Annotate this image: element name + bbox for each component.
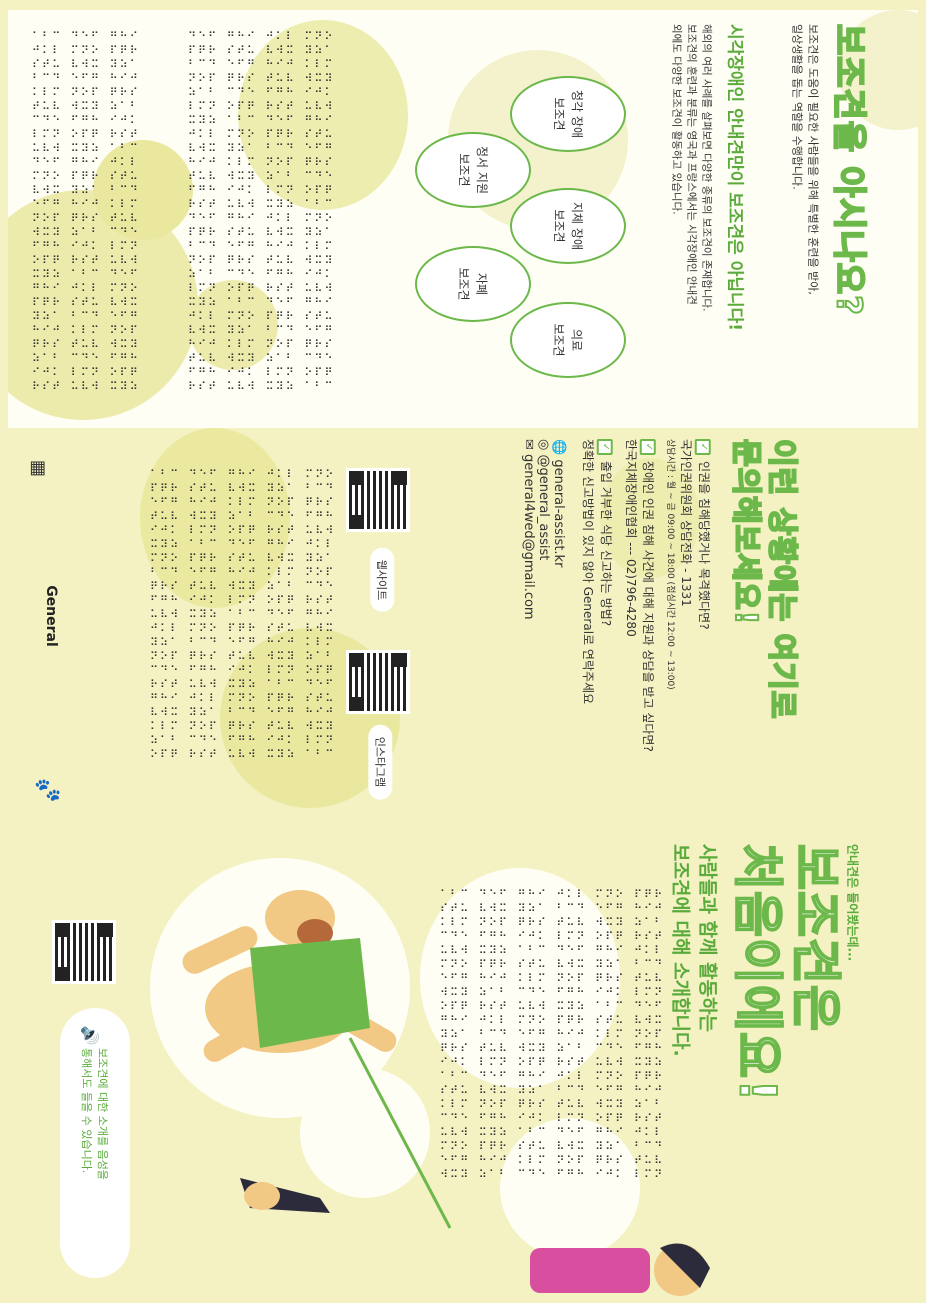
bg-blob: [188, 280, 278, 370]
website-qr-label: 웹사이트: [370, 547, 395, 613]
dog-type-circle: 청각 장애 보조견: [510, 76, 626, 152]
cover-text-column: 안내견은 들어봤는데... 보조견은 처음이에요! 사람들과 함께 활동하는 보…: [620, 828, 910, 1303]
braille-block: ⠁⠃⠉ ⠙⠑⠋ ⠛⠓⠊ ⠚⠅⠇ ⠍⠝⠕ ⠏⠟⠗ ⠎⠞⠥ ⠧⠺⠭ ⠽⠵⠁ ⠃⠉⠙ …: [150, 468, 336, 761]
bg-blob: [600, 458, 700, 578]
audio-qr-code[interactable]: [52, 920, 116, 984]
top-headline: 시각장애인 안내견만이 보조견은 아닙니다!: [724, 24, 745, 332]
instagram-link[interactable]: @general_assist: [536, 454, 552, 561]
bg-blob: [93, 140, 193, 240]
cover-title-2: 처음이에요!: [728, 843, 788, 1104]
dog-type-label: 의료 보조견: [552, 323, 584, 357]
check-icon: ✓: [597, 439, 614, 455]
cover-sub-1: 사람들과 함께 활동하는: [696, 843, 719, 1032]
answer-2: 한국지체장애인협회 --- 02)796-4280: [623, 439, 638, 637]
bg-blob: [140, 428, 290, 608]
bg-blob: [500, 1118, 640, 1258]
mail-icon: ✉: [521, 439, 537, 455]
contact-text-column: 이런 상황에는 여기로 문의해보세요! ✓ 인권을 침해당했거나 목격했다면? 국…: [420, 428, 900, 828]
bg-blob: [238, 20, 408, 210]
person-illustration: [240, 1037, 452, 1229]
info-panel-top: ⠁⠃⠉ ⠙⠑⠋ ⠛⠓⠊ ⠚⠅⠇ ⠍⠝⠕ ⠏⠟⠗ ⠎⠞⠥ ⠧⠺⠭ ⠽⠵⠁ ⠃⠉⠙ …: [8, 10, 918, 428]
dog-type-label: 자폐 보조견: [457, 267, 489, 301]
instagram-qr-label: 인스타그램: [368, 724, 393, 800]
dog-type-label: 정서 지원 보조견: [456, 146, 489, 194]
check-icon: ✓: [695, 439, 712, 455]
building-icon: ▦: [28, 459, 50, 478]
globe-icon: 🌐: [551, 439, 567, 460]
cover-sub-2: 보조견에 대해 소개합니다.: [669, 843, 692, 1057]
dog-type-circle: 지체 장애 보조견: [510, 188, 626, 264]
dog-illustration: [182, 890, 397, 1062]
braille-block: ⠙⠑⠋ ⠛⠓⠊ ⠚⠅⠇ ⠍⠝⠕ ⠏⠟⠗ ⠎⠞⠥ ⠧⠺⠭ ⠽⠵⠁ ⠃⠉⠙ ⠑⠋⠛ …: [188, 30, 335, 393]
question-1: 인권을 침해당했거나 목격했다면?: [696, 461, 711, 630]
check-icon: ✓: [639, 439, 656, 455]
dog-type-circle: 정서 지원 보조견: [415, 132, 531, 208]
answer-3: 정확한 신고방법이 있지 않아 General로 연락주세요: [581, 439, 596, 705]
email-link[interactable]: general4wed@gmail.com: [521, 454, 537, 620]
top-desc-1: 해외의 여러 사례를 살펴보면 다양한 종류의 보조견이 존재합니다.: [700, 24, 713, 312]
braille-block: ⠁⠃⠉ ⠙⠑⠋ ⠛⠓⠊ ⠚⠅⠇ ⠍⠝⠕ ⠏⠟⠗ ⠎⠞⠥ ⠧⠺⠭ ⠽⠵⠁ ⠃⠉⠙ …: [32, 30, 140, 393]
braille-block: ⠁⠃⠉ ⠙⠑⠋ ⠛⠓⠊ ⠚⠅⠇ ⠍⠝⠕ ⠏⠟⠗ ⠎⠞⠥ ⠧⠺⠭ ⠽⠵⠁ ⠃⠉⠙ …: [440, 888, 665, 1181]
instagram-qr-code[interactable]: [346, 650, 410, 714]
instagram-icon: ◎: [536, 439, 552, 455]
contact-panel: ⠁⠃⠉ ⠙⠑⠋ ⠛⠓⠊ ⠚⠅⠇ ⠍⠝⠕ ⠏⠟⠗ ⠎⠞⠥ ⠧⠺⠭ ⠽⠵⠁ ⠃⠉⠙ …: [0, 428, 926, 828]
top-text-column: 보조견을 아시나요? 보조견은 도움이 필요한 사람들을 위해 특별한 훈련을 …: [628, 10, 918, 428]
person-body-illustration: [530, 1243, 710, 1296]
bg-blob: [420, 868, 620, 1088]
cover-panel: ⠁⠃⠉ ⠙⠑⠋ ⠛⠓⠊ ⠚⠅⠇ ⠍⠝⠕ ⠏⠟⠗ ⠎⠞⠥ ⠧⠺⠭ ⠽⠵⠁ ⠃⠉⠙ …: [0, 828, 926, 1303]
cover-pre-title: 안내견은 들어봤는데...: [845, 843, 860, 961]
mid-title-2: 문의해보세요!: [727, 438, 764, 626]
website-link[interactable]: general-assist.kr: [551, 459, 567, 568]
dog-type-circle: 의료 보조견: [510, 302, 626, 378]
question-3: 출입 거부한 식당 신고하는 방법?: [598, 461, 613, 627]
cover-title-1: 보조견은: [786, 843, 846, 1033]
dog-type-circle: 자폐 보조견: [415, 246, 531, 322]
top-desc-2: 보조견의 훈련과 분류는 영국과 프랑스에서는 시각장애인 안내견: [685, 24, 698, 305]
top-intro-1: 보조견은 도움이 필요한 사람들을 위해 특별한 훈련을 받아,: [806, 24, 820, 295]
website-qr-code[interactable]: [346, 468, 410, 532]
paw-icon: 🐾: [34, 778, 62, 803]
question-2: 장애인 인권 침해 사건에 대해 지원과 상담을 받고 싶다면?: [641, 461, 656, 752]
bubble-line-2: 통해서도 들을 수 있습니다.: [80, 1048, 93, 1174]
top-title: 보조견을 아시나요?: [828, 23, 870, 317]
bg-blob: [300, 1068, 430, 1198]
mid-title-1: 이런 상황에는 여기로: [763, 438, 800, 720]
dog-type-label: 청각 장애 보조견: [551, 90, 584, 138]
audio-bubble: 🔊 보조견에 대한 소개를 음성을 통해서도 들을 수 있습니다.: [60, 1008, 130, 1278]
dog-type-label: 지체 장애 보조견: [551, 202, 584, 250]
brand-logo: General: [42, 585, 59, 647]
top-intro-2: 일상생활을 돕는 역할을 수행합니다.: [790, 24, 804, 190]
top-desc-3: 외에도 다양한 보조견이 활동하고 있습니다.: [670, 24, 683, 215]
answer-1-hours: 상담시간 : 월 ~ 금 09:00 ~ 18:00 (점심시간 12:00 ~…: [665, 439, 676, 690]
bubble-line-1: 보조견에 대한 소개를 음성을: [96, 1048, 109, 1180]
answer-1: 국가인권위원회 상담전화 - 1331: [679, 439, 694, 607]
